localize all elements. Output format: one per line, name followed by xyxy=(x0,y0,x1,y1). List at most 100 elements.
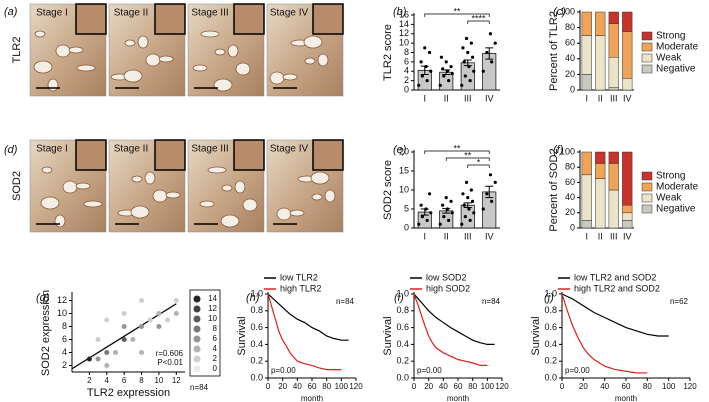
legend-swatch xyxy=(641,31,653,41)
panel-label: (e) xyxy=(393,144,407,156)
x-tick-label: 80 xyxy=(322,382,331,391)
legend-swatch xyxy=(641,64,653,74)
point xyxy=(438,83,442,87)
gland xyxy=(40,196,60,210)
point xyxy=(462,60,466,64)
y-axis-label: Survival xyxy=(382,316,394,355)
x-tick-label: 120 xyxy=(683,382,697,391)
x-tick-label: II xyxy=(444,231,449,241)
annotation: p=0.00 xyxy=(271,366,296,375)
panel-label: (h) xyxy=(246,292,260,304)
y-tick-label: 0.0 xyxy=(396,372,409,382)
point xyxy=(463,74,467,78)
y-tick-label: 0.4 xyxy=(250,339,263,349)
inset xyxy=(75,139,107,171)
significance: **** xyxy=(471,13,486,23)
annotation: n=62 xyxy=(670,297,689,306)
legend-label: low SOD2 xyxy=(426,272,467,282)
gland xyxy=(200,30,220,38)
bubble xyxy=(104,317,110,323)
x-axis-label: month xyxy=(447,394,469,402)
point xyxy=(423,46,427,50)
stage-label: Stage III xyxy=(191,144,228,155)
legend-swatch xyxy=(641,204,653,214)
y-tick-label: 0.2 xyxy=(250,356,263,366)
point xyxy=(417,222,421,226)
y-tick-label: 40 xyxy=(565,53,575,63)
y-tick-label: 60 xyxy=(565,38,575,48)
point xyxy=(417,83,421,87)
x-tick-label: 100 xyxy=(662,382,676,391)
bar-segment xyxy=(622,220,633,229)
x-axis-label: TLR2 expression xyxy=(87,387,170,399)
bar-segment xyxy=(608,87,619,91)
x-tick-label: 40 xyxy=(439,382,448,391)
point xyxy=(425,79,429,83)
x-tick-label: III xyxy=(464,231,472,241)
point xyxy=(493,41,497,45)
y-tick-label: 100 xyxy=(560,146,575,156)
inset xyxy=(312,3,344,35)
bar-segment xyxy=(608,11,619,24)
x-tick-label: III xyxy=(610,93,618,103)
point xyxy=(463,215,467,219)
legend-label: Negative xyxy=(656,64,696,75)
row-label: TLR2 xyxy=(11,37,23,64)
point xyxy=(485,50,489,55)
legend-label: Moderate xyxy=(656,42,699,53)
legend-label: 10 xyxy=(208,314,217,323)
y-tick-label: 40 xyxy=(565,192,575,202)
bubble xyxy=(156,311,162,316)
y-tick-label: 0.4 xyxy=(396,339,409,349)
x-tick-label: 100 xyxy=(335,382,349,391)
bar-segment xyxy=(608,189,619,229)
y-tick-label: 10 xyxy=(57,308,67,318)
panel-label: (j) xyxy=(544,292,554,304)
point xyxy=(424,207,428,211)
gland xyxy=(55,44,71,58)
x-tick-label: 6 xyxy=(122,376,127,385)
legend-label: 0 xyxy=(213,364,218,373)
point xyxy=(429,69,433,73)
size-legend-box xyxy=(189,289,221,377)
point xyxy=(490,60,494,64)
point xyxy=(419,60,423,64)
x-tick-label: I xyxy=(585,231,588,241)
y-axis-label: Percent of TLR2 xyxy=(548,11,560,91)
bubble xyxy=(165,317,171,323)
bubble xyxy=(95,337,101,342)
gland xyxy=(235,62,251,76)
gland xyxy=(214,48,226,56)
x-tick-label: 12 xyxy=(172,376,181,385)
bubble xyxy=(173,298,179,303)
legend-bubble xyxy=(193,325,201,333)
panel-label: (a) xyxy=(4,6,18,18)
legend-label: 12 xyxy=(208,304,217,313)
y-axis-label: TLR2 score xyxy=(382,24,394,81)
point xyxy=(472,69,476,73)
point xyxy=(450,71,454,76)
legend-swatch xyxy=(641,171,653,181)
legend-label: high TLR2 and SOD2 xyxy=(574,283,660,293)
point xyxy=(466,196,470,200)
y-tick-label: 2 xyxy=(62,360,67,370)
bubble xyxy=(121,337,127,342)
x-tick-label: 20 xyxy=(424,382,433,391)
y-axis-label: SOD2 score xyxy=(382,160,394,220)
point xyxy=(445,69,450,73)
point xyxy=(470,199,475,203)
point xyxy=(461,46,465,50)
y-tick-label: 8 xyxy=(62,321,67,331)
legend-label: low TLR2 xyxy=(280,272,318,282)
bubble xyxy=(95,356,101,362)
y-tick-label: 10 xyxy=(399,38,409,48)
legend-bubble xyxy=(193,345,201,353)
y-tick-label: 1.0 xyxy=(544,288,557,298)
bar-segment xyxy=(581,74,592,91)
point xyxy=(442,74,446,78)
gland xyxy=(124,39,136,47)
gland xyxy=(145,53,161,67)
x-tick-label: III xyxy=(464,93,472,103)
stage-label: Stage II xyxy=(114,8,148,19)
